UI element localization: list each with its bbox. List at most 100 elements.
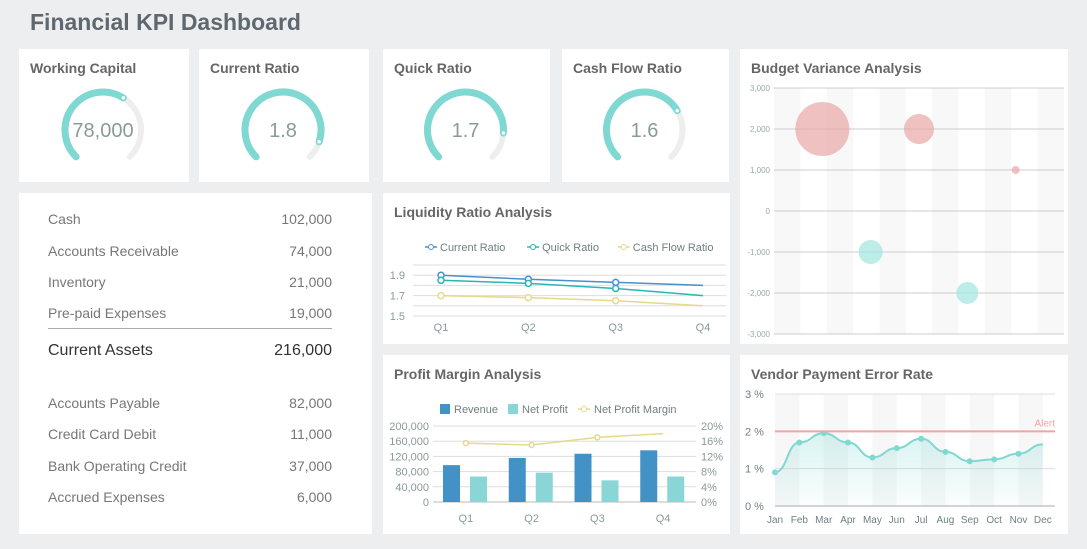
x-tick-label: Dec [1034,515,1052,526]
gauge-value: 1.8 [269,120,297,142]
revenue-bar [574,453,592,502]
row-value: 102,000 [281,211,332,227]
legend-swatch [508,404,518,414]
data-point [437,291,445,300]
legend-label: Cash Flow Ratio [633,242,714,254]
y2-tick-label: 12% [701,451,723,463]
row-label: Accounts Payable [48,395,161,411]
bubble [1011,166,1020,174]
margin-point [528,441,535,449]
budget-chart: -3,000 -2,000 -1,000 0 1,000 2,000 3,000 [747,84,1064,339]
series-line [440,294,704,307]
margin-point [594,434,601,441]
y-tick-label: 0 [766,207,771,216]
y-tick-label: 40,000 [395,482,429,494]
data-point [1015,450,1022,457]
budget-chart-card: -3,000 -2,000 -1,000 0 1,000 2,000 3,000 Budget… [740,49,1068,344]
data-point [611,278,620,287]
x-tick-label: Mar [815,515,833,526]
legend-label: Revenue [454,404,498,416]
data-point [611,296,620,305]
margin-line [465,432,664,446]
row-value: 6,000 [296,489,332,505]
x-tick-label: Aug [937,515,955,526]
data-point [869,454,876,461]
margin-point [462,439,470,447]
net-profit-bar [601,480,619,502]
gauge-fill [424,88,507,161]
gauge-fill [603,88,681,161]
y2-tick-label: 8% [701,467,717,479]
legend-swatch [440,404,450,414]
data-point [942,448,949,455]
y-tick-label: 1 % [745,464,764,476]
x-tick-label: Feb [791,515,809,526]
data-point [437,276,445,285]
row-label: Bank Operating Credit [48,458,187,474]
chart-title: Profit Margin Analysis [394,366,542,382]
gauge-marker [500,129,507,137]
asset-row: Accounts Receivable 74,000 [48,243,332,259]
y-tick-label: 0 [423,497,429,509]
series-line [440,274,704,287]
legend-marker [530,244,537,250]
y-tick-label: 2 % [745,426,764,438]
x-tick-label: Q3 [590,513,605,525]
legend-label: Net Profit Margin [594,404,677,416]
gauge-value: 1.7 [452,120,480,142]
legend-label: Current Ratio [440,242,505,254]
row-label: Accounts Receivable [48,243,179,259]
data-point [893,445,900,452]
y2-tick-label: 4% [701,482,717,494]
y-tick-label: 1.7 [390,291,405,303]
page-title: Financial KPI Dashboard [30,9,301,35]
x-tick-label: Jan [767,515,783,526]
legend-label: Net Profit [522,404,568,416]
revenue-bar [640,450,658,502]
gauge-value: 1.6 [631,120,659,142]
divider [48,328,332,329]
y-tick-label: 1.9 [390,270,405,282]
gauge-title: Current Ratio [210,60,300,76]
y-tick-label: 3,000 [750,84,771,93]
alert-label: Alert [1034,418,1055,429]
row-value: 19,000 [289,305,332,321]
asset-row: Inventory 21,000 [48,274,332,290]
asset-row: Pre-paid Expenses 19,000 [48,305,332,321]
gauge-marker [673,107,681,114]
bubble [904,114,934,144]
liability-row: Accounts Payable 82,000 [48,395,332,411]
vendor-chart: 0 % 1 % 2 % 3 % Jan Feb Mar Apr May Jun Jul Aug Sep O… [745,389,1055,526]
row-label: Current Assets [48,342,153,359]
row-label: Inventory [48,274,106,290]
y-tick-label: -3,000 [747,330,770,339]
y-tick-label: 1,000 [750,166,771,175]
row-value: 37,000 [289,458,332,474]
data-point [918,435,925,442]
x-tick-label: Oct [986,515,1002,526]
balance-card: Cash 102,000 Accounts Receivable 74,000 In… [19,193,372,534]
y-tick-label: 1.5 [390,311,405,323]
row-value: 21,000 [289,274,332,290]
y-tick-label: -2,000 [747,289,770,298]
data-point [966,458,973,465]
x-tick-label: Jun [889,515,905,526]
gauge-marker [315,138,323,145]
y-tick-label: 3 % [745,389,764,401]
asset-row: Cash 102,000 [48,211,332,227]
data-point [611,284,620,293]
x-tick-label: Q1 [459,513,474,525]
legend-marker [428,244,434,250]
chart-title: Liquidity Ratio Analysis [394,204,553,220]
x-tick-label: Q4 [656,513,671,525]
bubble [858,240,883,264]
data-point [524,293,533,302]
gauge-value: 78,000 [72,120,133,142]
x-tick-label: Q2 [524,513,539,525]
y-tick-label: 0 % [745,501,764,513]
total-row: Current Assets 216,000 [48,342,332,360]
vendor-chart-card: 0 % 1 % 2 % 3 % Jan Feb Mar Apr May Jun Jul Aug Sep O… [740,355,1068,534]
net-profit-bar [535,472,553,502]
bubble [956,282,979,304]
x-tick-label: Nov [1010,515,1028,526]
